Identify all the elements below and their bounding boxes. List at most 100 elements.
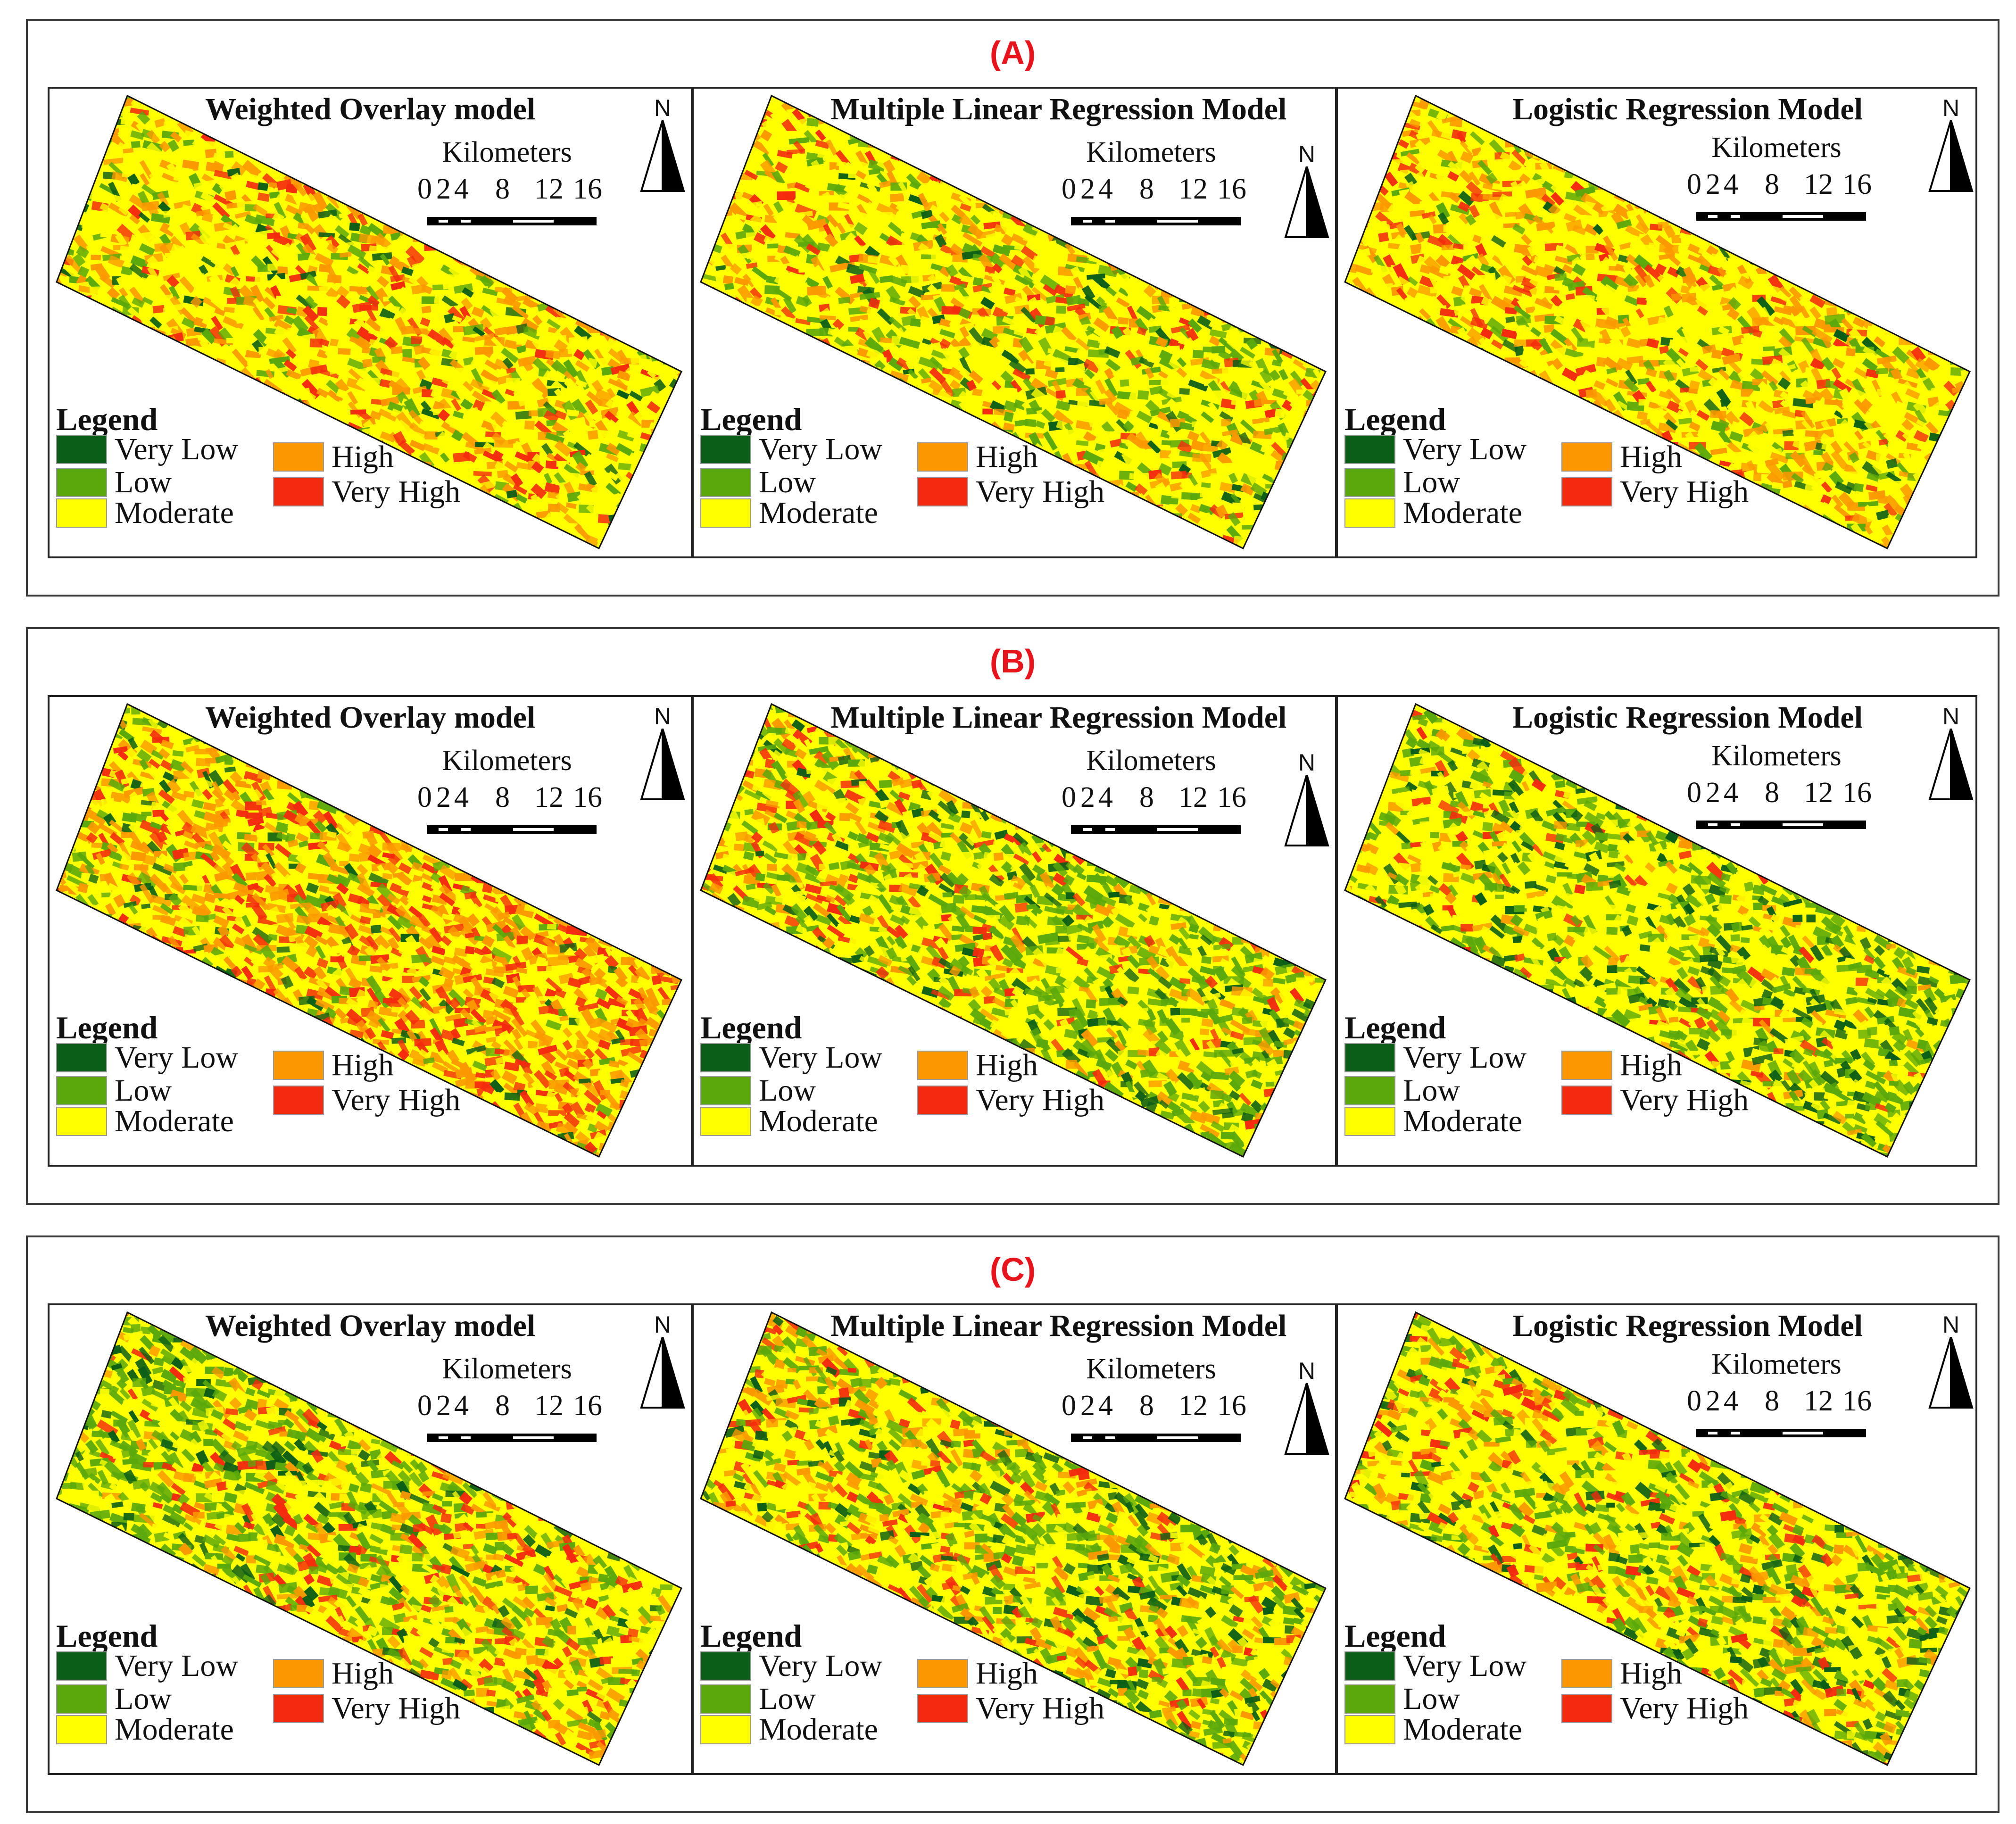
raster-cell	[419, 338, 432, 351]
raster-cell	[752, 328, 766, 342]
raster-cell	[448, 546, 460, 548]
raster-cell	[1013, 141, 1032, 152]
raster-cell	[994, 224, 1007, 235]
raster-cell	[480, 369, 499, 384]
raster-cell	[1275, 316, 1288, 330]
raster-cell	[378, 408, 398, 422]
raster-cell	[274, 201, 287, 220]
raster-cell	[375, 139, 392, 159]
raster-cell	[303, 391, 316, 403]
raster-cell	[390, 183, 409, 191]
raster-cell	[378, 419, 389, 430]
raster-cell	[317, 398, 331, 412]
raster-cell	[1011, 255, 1025, 268]
raster-cell	[889, 130, 900, 135]
raster-cell	[562, 99, 581, 122]
raster-cell	[326, 214, 344, 230]
raster-cell	[553, 120, 572, 134]
raster-cell	[296, 242, 308, 256]
raster-cell	[356, 377, 370, 390]
raster-cell	[911, 275, 927, 285]
raster-cell	[1015, 224, 1025, 231]
raster-cell	[316, 349, 329, 360]
raster-cell	[796, 349, 813, 357]
raster-cell	[154, 339, 165, 349]
raster-cell	[1176, 224, 1194, 244]
scale-tick-label: 12	[534, 173, 564, 206]
raster-cell	[640, 254, 654, 264]
raster-cell	[347, 391, 358, 405]
raster-cell	[108, 255, 125, 269]
raster-cell	[672, 89, 691, 94]
raster-cell	[798, 381, 815, 390]
raster-cell	[1313, 399, 1325, 411]
raster-cell	[1042, 182, 1059, 197]
raster-cell	[547, 533, 567, 546]
raster-cell	[57, 369, 72, 384]
raster-cell	[659, 242, 677, 251]
raster-cell	[1041, 130, 1053, 146]
raster-cell	[456, 388, 469, 402]
raster-cell	[1221, 285, 1233, 294]
raster-cell	[118, 326, 132, 339]
raster-cell	[380, 192, 397, 202]
raster-cell	[389, 150, 401, 161]
raster-cell	[1033, 130, 1054, 143]
raster-cell	[701, 296, 702, 308]
raster-cell	[619, 324, 633, 331]
raster-cell	[137, 111, 150, 125]
raster-cell	[436, 255, 451, 269]
raster-cell	[897, 162, 909, 171]
raster-cell	[837, 359, 852, 370]
raster-cell	[1087, 243, 1102, 250]
raster-cell	[159, 233, 171, 246]
raster-cell	[798, 98, 808, 108]
raster-cell	[694, 378, 698, 389]
raster-cell	[879, 180, 893, 188]
raster-cell	[619, 99, 629, 107]
raster-cell	[671, 390, 681, 398]
raster-cell	[246, 181, 261, 191]
raster-cell	[577, 306, 589, 315]
raster-cell	[1020, 183, 1034, 197]
raster-cell	[408, 370, 422, 383]
raster-cell	[1301, 130, 1313, 141]
raster-cell	[1261, 173, 1277, 188]
raster-cell	[73, 234, 90, 252]
raster-cell	[257, 130, 268, 139]
raster-cell	[523, 234, 542, 250]
raster-cell	[1303, 327, 1315, 338]
raster-cell	[1327, 370, 1335, 378]
raster-cell	[989, 253, 1007, 270]
raster-cell	[57, 328, 65, 341]
raster-cell	[850, 315, 869, 322]
raster-cell	[501, 256, 515, 269]
legend-item: Low	[56, 467, 172, 498]
raster-cell	[130, 255, 149, 269]
raster-cell	[1166, 203, 1177, 217]
raster-cell	[921, 209, 933, 219]
raster-cell	[326, 194, 341, 209]
raster-cell	[513, 172, 526, 188]
raster-cell	[821, 349, 835, 365]
raster-cell	[991, 274, 1002, 286]
raster-cell	[1238, 264, 1252, 276]
raster-cell	[287, 263, 298, 271]
raster-cell	[477, 244, 490, 257]
raster-cell	[1122, 183, 1138, 200]
raster-cell	[972, 149, 992, 157]
raster-cell	[1178, 284, 1194, 297]
raster-cell	[610, 364, 631, 375]
raster-cell	[205, 389, 217, 394]
raster-cell	[1318, 349, 1326, 365]
raster-cell	[118, 215, 131, 226]
raster-cell	[271, 245, 286, 260]
raster-cell	[583, 264, 597, 278]
raster-cell	[1259, 305, 1270, 317]
raster-cell	[579, 89, 592, 95]
raster-cell	[359, 305, 379, 311]
raster-cell	[835, 274, 854, 290]
raster-cell	[501, 287, 518, 303]
raster-cell	[1025, 192, 1039, 200]
raster-cell	[92, 100, 110, 122]
